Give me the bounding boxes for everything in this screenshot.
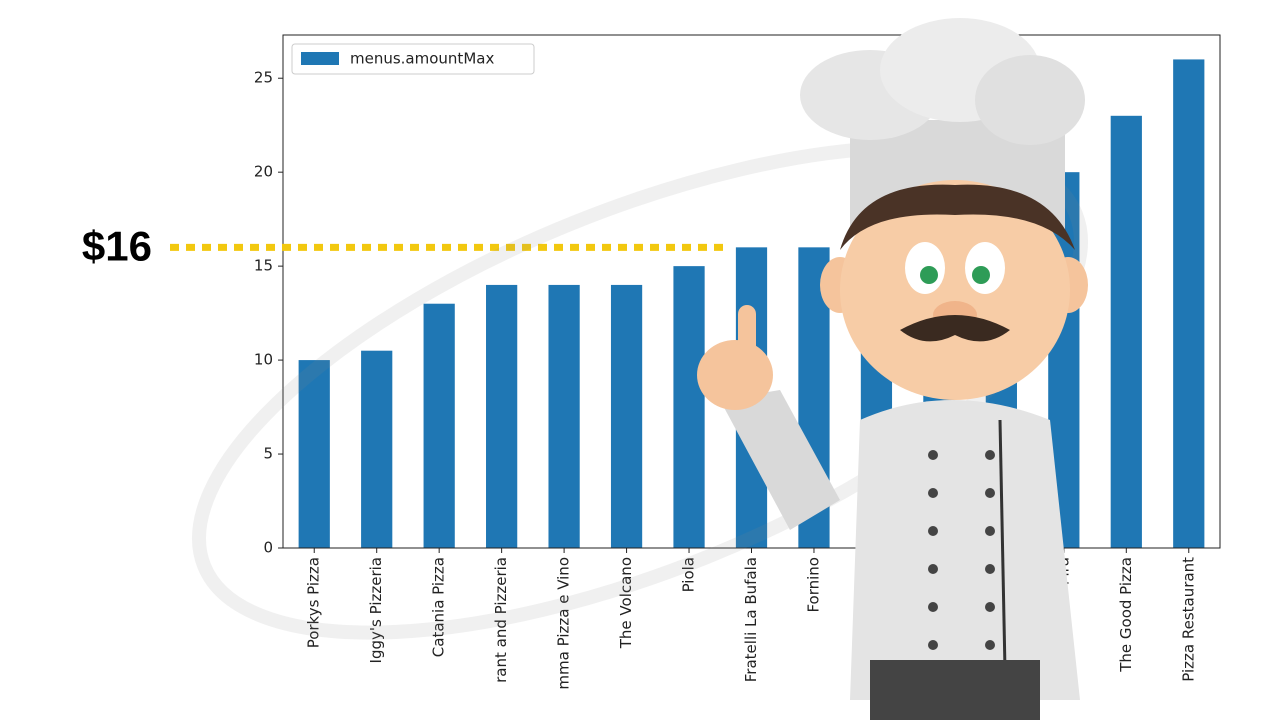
x-tick-label: Piola — [680, 557, 698, 592]
bar — [610, 284, 643, 548]
x-tick-label: The Good Pizza — [1117, 557, 1135, 673]
bar — [361, 350, 393, 548]
x-tick-label: Fratelli La Bufala — [742, 557, 760, 682]
bar — [423, 303, 455, 548]
x-tick-label: mma Pizza e Vino — [555, 557, 573, 690]
legend-swatch — [301, 52, 339, 65]
x-tick-label: Porkys Pizza — [305, 557, 323, 648]
bar — [486, 284, 518, 548]
bar — [1110, 115, 1142, 549]
x-tick-label: rant and Pizzeria — [492, 557, 510, 683]
bar — [1173, 59, 1205, 549]
annotation-label: $16 — [82, 222, 152, 269]
y-tick-label: 0 — [263, 539, 273, 557]
y-tick-label: 15 — [254, 257, 273, 275]
chef-illustration — [697, 18, 1088, 720]
y-tick-label: 5 — [263, 445, 273, 463]
x-tick-label: Catania Pizza — [430, 557, 448, 657]
y-tick-label: 20 — [254, 163, 273, 181]
watermark — [192, 140, 1088, 640]
x-tick-label: Iggy's Pizzeria — [367, 557, 385, 663]
x-tick-label: Pizza Restaurant — [1179, 557, 1197, 682]
y-tick-label: 25 — [254, 69, 273, 87]
legend-label: menus.amountMax — [350, 50, 494, 68]
legend: menus.amountMax — [291, 43, 535, 75]
legend-box — [291, 43, 535, 75]
bar — [673, 266, 705, 548]
axes-frame — [282, 34, 1221, 549]
bar — [548, 284, 580, 548]
x-tick-label: Fornino — [804, 557, 822, 613]
y-tick-label: 10 — [254, 351, 273, 369]
x-tick-label: The Volcano — [617, 557, 635, 649]
bar — [298, 360, 330, 548]
